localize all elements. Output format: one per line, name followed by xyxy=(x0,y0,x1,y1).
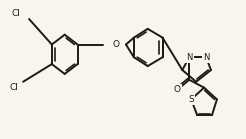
Text: Cl: Cl xyxy=(11,9,20,18)
Text: N: N xyxy=(186,53,192,62)
Text: S: S xyxy=(188,95,194,104)
Text: Cl: Cl xyxy=(9,83,18,92)
Text: N: N xyxy=(203,53,209,62)
Text: O: O xyxy=(113,40,120,49)
Text: O: O xyxy=(174,85,181,94)
